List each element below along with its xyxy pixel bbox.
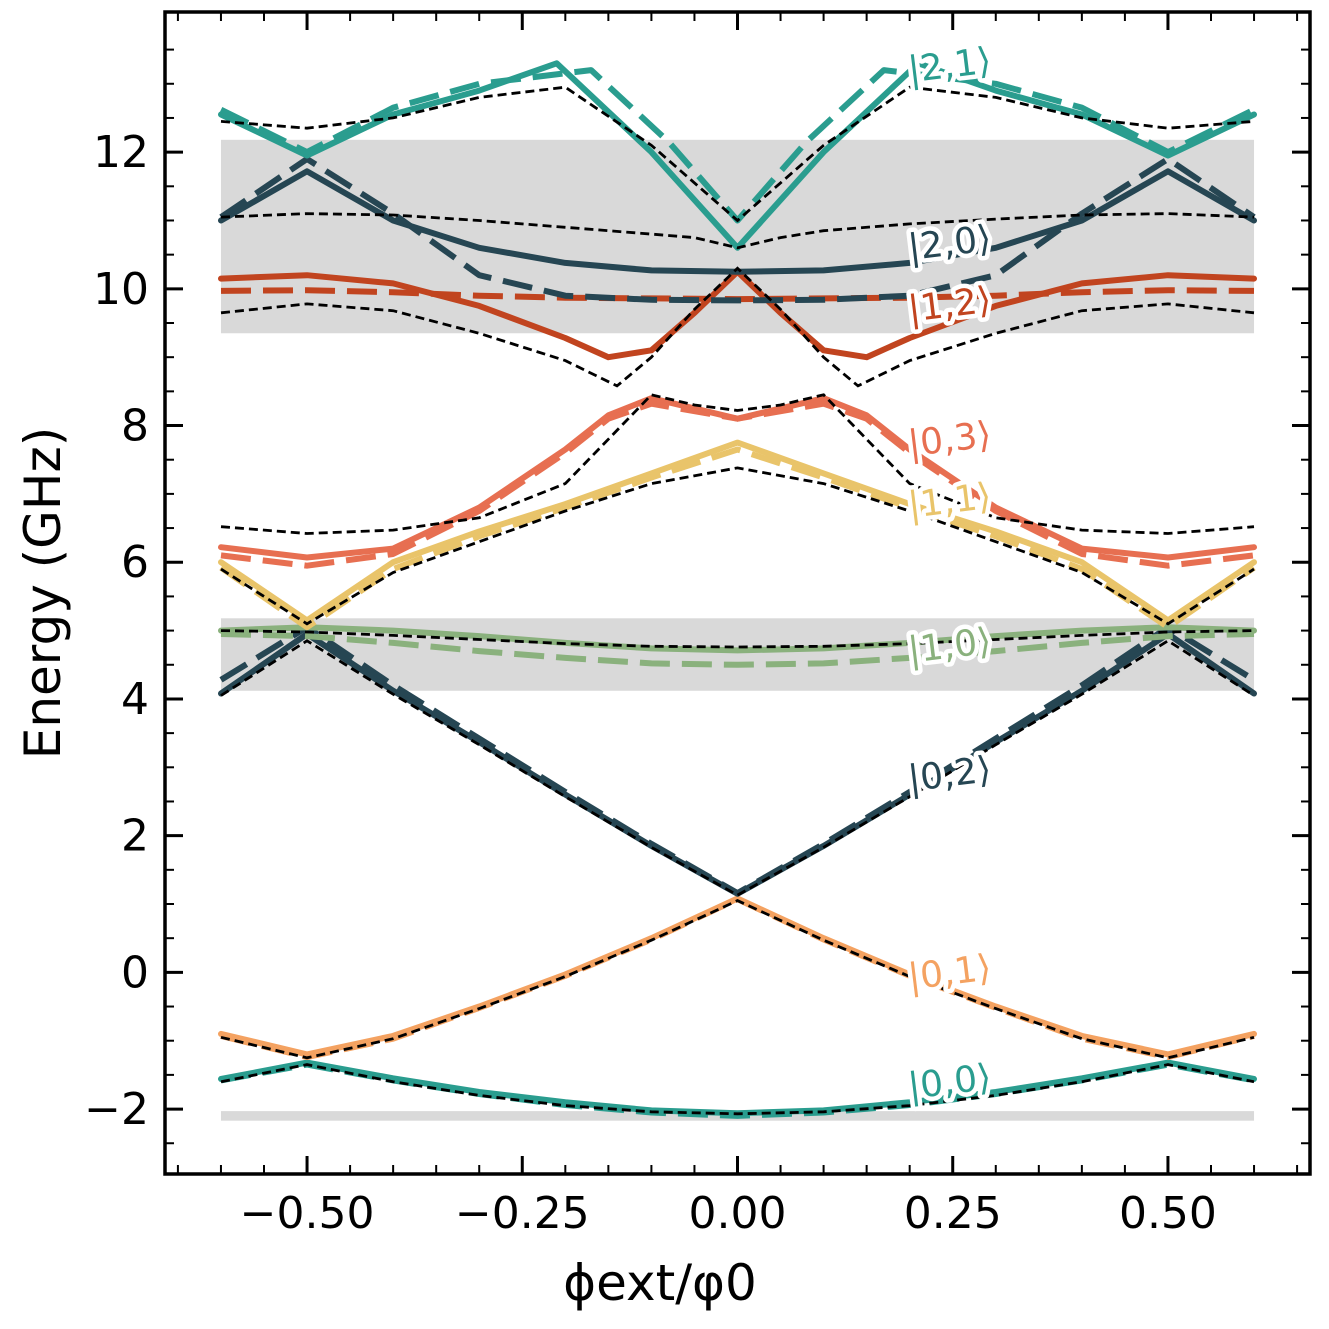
- y-tick-label: 2: [121, 811, 149, 862]
- x-tick-label: 0.00: [689, 1188, 787, 1239]
- x-tick-label: 0.50: [1119, 1188, 1217, 1239]
- x-tick-label: −0.50: [240, 1188, 375, 1239]
- ref-7: [220, 212, 1255, 250]
- x-tick-label: −0.25: [455, 1188, 590, 1239]
- series-7-solid: [218, 168, 1257, 275]
- state-label-4: |1,1⟩: [906, 476, 994, 527]
- ref-8: [220, 85, 1255, 223]
- ref-4: [220, 466, 1255, 626]
- y-tick-label: 12: [93, 127, 149, 178]
- series-3-dashed: [220, 631, 1255, 668]
- series-1-solid: [218, 895, 1257, 1058]
- axis-ticks: [165, 12, 1310, 1174]
- ref-0: [220, 1063, 1255, 1116]
- series-5-dashed: [220, 400, 1255, 569]
- series-7-dashed: [219, 156, 1256, 304]
- state-label-7: |2,0⟩: [906, 218, 994, 269]
- ref-2: [220, 639, 1255, 897]
- series-0-solid: [218, 1059, 1257, 1117]
- reference-curves: [220, 85, 1255, 1116]
- y-tick-label: 10: [93, 264, 149, 315]
- series-3-solid: [218, 624, 1257, 654]
- y-tick-label: 8: [121, 401, 149, 452]
- series-1-dashed: [220, 896, 1255, 1061]
- state-label-0: |0,0⟩: [906, 1057, 994, 1108]
- series-4-solid: [218, 439, 1257, 624]
- y-tick-label: −2: [84, 1084, 149, 1135]
- state-label-1: |0,1⟩: [906, 948, 994, 999]
- ref-5: [220, 393, 1255, 535]
- ref-1: [220, 899, 1255, 1060]
- state-label-2: |0,2⟩: [906, 749, 994, 800]
- ref-3: [220, 629, 1255, 649]
- state-label-5: |0,3⟩: [906, 414, 994, 465]
- y-tick-label: 4: [121, 674, 149, 725]
- series-5-solid: [218, 395, 1257, 561]
- x-tick-label: 0.25: [904, 1188, 1002, 1239]
- x-axis-label: ϕext/φ0: [563, 1254, 757, 1312]
- y-tick-label: 0: [121, 947, 149, 998]
- tick-labels: −0.50 −0.25 0.00 0.25 0.50 −2 0 2 4 6 8 10 12: [84, 127, 1217, 1239]
- band-9-12: [220, 139, 1255, 334]
- y-tick-label: 6: [121, 537, 149, 588]
- y-axis-label: Energy (GHz): [14, 427, 72, 760]
- series-2-dashed: [219, 624, 1256, 897]
- series-4-dashed: [219, 446, 1256, 631]
- ref-6: [220, 266, 1255, 388]
